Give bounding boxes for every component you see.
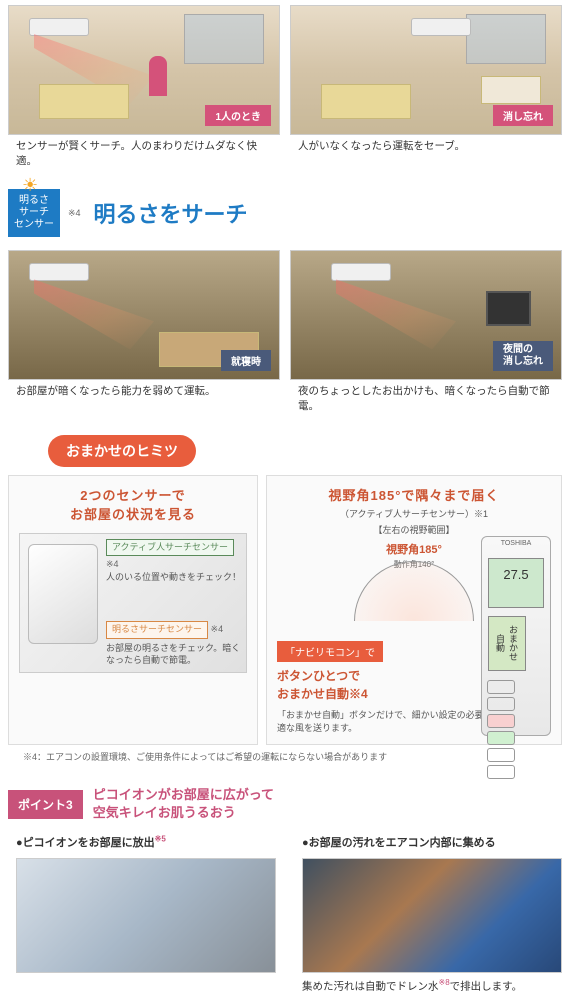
pico-left-img [16, 858, 276, 973]
sensor2-block: 明るさサーチセンサー ※4 お部屋の明るさをチェック。暗くなったら自動で節電。 [106, 621, 241, 667]
sensor-photo: アクティブ人サーチセンサー ※4 人のいる位置や動きをチェック！ 明るさサーチセ… [19, 533, 247, 673]
person-icon [149, 56, 167, 96]
remote-mode: おまかせ自動 [488, 616, 526, 671]
scene-label: 就寝時 [221, 350, 271, 371]
scene-2: 消し忘れ 人がいなくなったら運転をセーブ。 [290, 5, 562, 176]
remote-control: TOSHIBA 27.5 おまかせ自動 [481, 536, 551, 736]
room-dark-2: 夜間の 消し忘れ [290, 250, 562, 380]
rbtn [487, 765, 515, 779]
window [184, 14, 264, 64]
ac-unit-icon [29, 18, 89, 36]
himitsu-right-box: 視野角185°で隅々まで届く （アクティブ人サーチセンサー）※1 【左右の視野範… [266, 475, 562, 746]
angle-185: 視野角185° [349, 541, 479, 557]
cap1: 集めた汚れは自動でドレン水 [302, 981, 439, 993]
brightness-title: 明るさをサーチ [94, 197, 248, 229]
himitsu-left-box: 2つのセンサーで お部屋の状況を見る アクティブ人サーチセンサー ※4 人のいる… [8, 475, 258, 746]
night-scene-1: 就寝時 お部屋が暗くなったら能力を弱めて運転。 [8, 250, 280, 421]
left-heading: ●ピコイオンをお部屋に放出※5 [8, 830, 284, 854]
room-illustration-2: 消し忘れ [290, 5, 562, 135]
scene-caption: センサーが賢くサーチ。人のまわりだけムダなく快適。 [16, 139, 272, 168]
left-title: 2つのセンサーで お部屋の状況を見る [19, 486, 247, 525]
scene-label: 消し忘れ [493, 105, 553, 126]
remote-screen: 27.5 [488, 558, 544, 608]
badge-l3: センサー [14, 219, 54, 230]
sup: ※5 [155, 835, 166, 844]
sensor1-label: アクティブ人サーチセンサー [106, 539, 234, 557]
point3-badge: ポイント3 [8, 790, 83, 819]
window [466, 14, 546, 64]
tv-icon [486, 291, 531, 326]
point3-text: ピコイオンがお部屋に広がって 空気キレイお肌うるおう [93, 786, 274, 822]
disclaimer: ※4：エアコンの設置環境、ご使用条件によってはご希望の運転にならない場合がありま… [8, 745, 562, 770]
right-caption: 集めた汚れは自動でドレン水※8で排出します。 [302, 977, 562, 994]
room-dark-1: 就寝時 [8, 250, 280, 380]
cap2: で排出します。 [450, 981, 522, 993]
sup: ※8 [439, 978, 450, 987]
angle-row: 【左右の視野範囲】 視野角185° 動作角140° 「ナビリモコン」で ボタンひ… [277, 523, 551, 734]
scene-label: 1人のとき [205, 105, 271, 126]
himitsu-columns: 2つのセンサーで お部屋の状況を見る アクティブ人サーチセンサー ※4 人のいる… [8, 475, 562, 746]
remote-brand: TOSHIBA [482, 537, 550, 550]
ac-unit-icon [411, 18, 471, 36]
top-scenes-row: 1人のとき センサーが賢くサーチ。人のまわりだけムダなく快適。 消し忘れ 人がい… [0, 0, 570, 181]
scene-caption: 夜のちょっとしたお出かけも、暗くなったら自動で節電。 [298, 384, 554, 413]
point3-left: ●ピコイオンをお部屋に放出※5 [8, 830, 284, 1002]
navi-badge: 「ナビリモコン」で [277, 641, 383, 662]
bracket: 【左右の視野範囲】 [277, 523, 551, 536]
arc-icon [354, 561, 474, 621]
table [321, 84, 411, 119]
ac-beam [336, 279, 456, 349]
scene-caption: 人がいなくなったら運転をセーブ。 [298, 139, 554, 154]
scene-1: 1人のとき センサーが賢くサーチ。人のまわりだけムダなく快適。 [8, 5, 280, 176]
room-illustration-1: 1人のとき [8, 5, 280, 135]
h-text: ●ピコイオンをお部屋に放出 [16, 837, 155, 849]
point3-row: ●ピコイオンをお部屋に放出※5 ●お部屋の汚れをエアコン内部に集める 集めた汚れ… [0, 830, 570, 1007]
sun-icon: ☀ [22, 175, 38, 196]
table [39, 84, 129, 119]
ac-unit-icon [29, 263, 89, 281]
right-sub: （アクティブ人サーチセンサー）※1 [277, 507, 551, 520]
pico-right-img [302, 858, 562, 973]
point3-right: ●お部屋の汚れをエアコン内部に集める 集めた汚れは自動でドレン水※8で排出します… [294, 830, 570, 1002]
sensor1-desc: 人のいる位置や動きをチェック！ [106, 571, 241, 584]
scene-caption: お部屋が暗くなったら能力を弱めて運転。 [16, 384, 272, 399]
ac-unit-icon [331, 263, 391, 281]
badge-l1: 明るさ [19, 195, 49, 206]
night-scene-2: 夜間の 消し忘れ 夜のちょっとしたお出かけも、暗くなったら自動で節電。 [290, 250, 562, 421]
night-scenes-row: 就寝時 お部屋が暗くなったら能力を弱めて運転。 夜間の 消し忘れ 夜のちょっとし… [0, 245, 570, 426]
sensor-badge-wrap: ☀ 明るさ サーチ センサー [8, 189, 60, 237]
rbtn [487, 748, 515, 762]
rbtn [487, 680, 515, 694]
himitsu-section: おまかせのヒミツ 2つのセンサーで お部屋の状況を見る アクティブ人サーチセンサ… [0, 427, 570, 778]
ac-beam [34, 279, 154, 349]
brightness-header: ☀ 明るさ サーチ センサー ※4 明るさをサーチ [0, 181, 570, 245]
sensor1-block: アクティブ人サーチセンサー ※4 人のいる位置や動きをチェック！ [106, 539, 241, 584]
scene-label: 夜間の 消し忘れ [493, 341, 553, 371]
sensor2-label: 明るさサーチセンサー [106, 621, 208, 639]
ac-side-icon [28, 544, 98, 644]
note: ※4 [211, 624, 224, 634]
footnote: ※4 [68, 208, 81, 219]
right-title: 視野角185°で隅々まで届く [277, 486, 551, 506]
himitsu-badge: おまかせのヒミツ [48, 435, 196, 467]
badge-l2: サーチ [19, 207, 49, 218]
rbtn [487, 697, 515, 711]
sofa [481, 76, 541, 104]
rbtn [487, 731, 515, 745]
right-heading: ●お部屋の汚れをエアコン内部に集める [294, 830, 570, 854]
note: ※4 [106, 559, 119, 569]
point3-header: ポイント3 ピコイオンがお部屋に広がって 空気キレイお肌うるおう [0, 778, 570, 830]
sensor2-desc: お部屋の明るさをチェック。暗くなったら自動で節電。 [106, 642, 241, 667]
sensor-badge: 明るさ サーチ センサー [8, 189, 60, 237]
remote-buttons [482, 675, 550, 784]
angle-diagram: 視野角185° 動作角140° [349, 541, 479, 631]
rbtn [487, 714, 515, 728]
